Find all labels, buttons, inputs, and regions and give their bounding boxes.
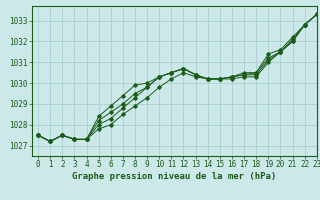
X-axis label: Graphe pression niveau de la mer (hPa): Graphe pression niveau de la mer (hPa) xyxy=(72,172,276,181)
